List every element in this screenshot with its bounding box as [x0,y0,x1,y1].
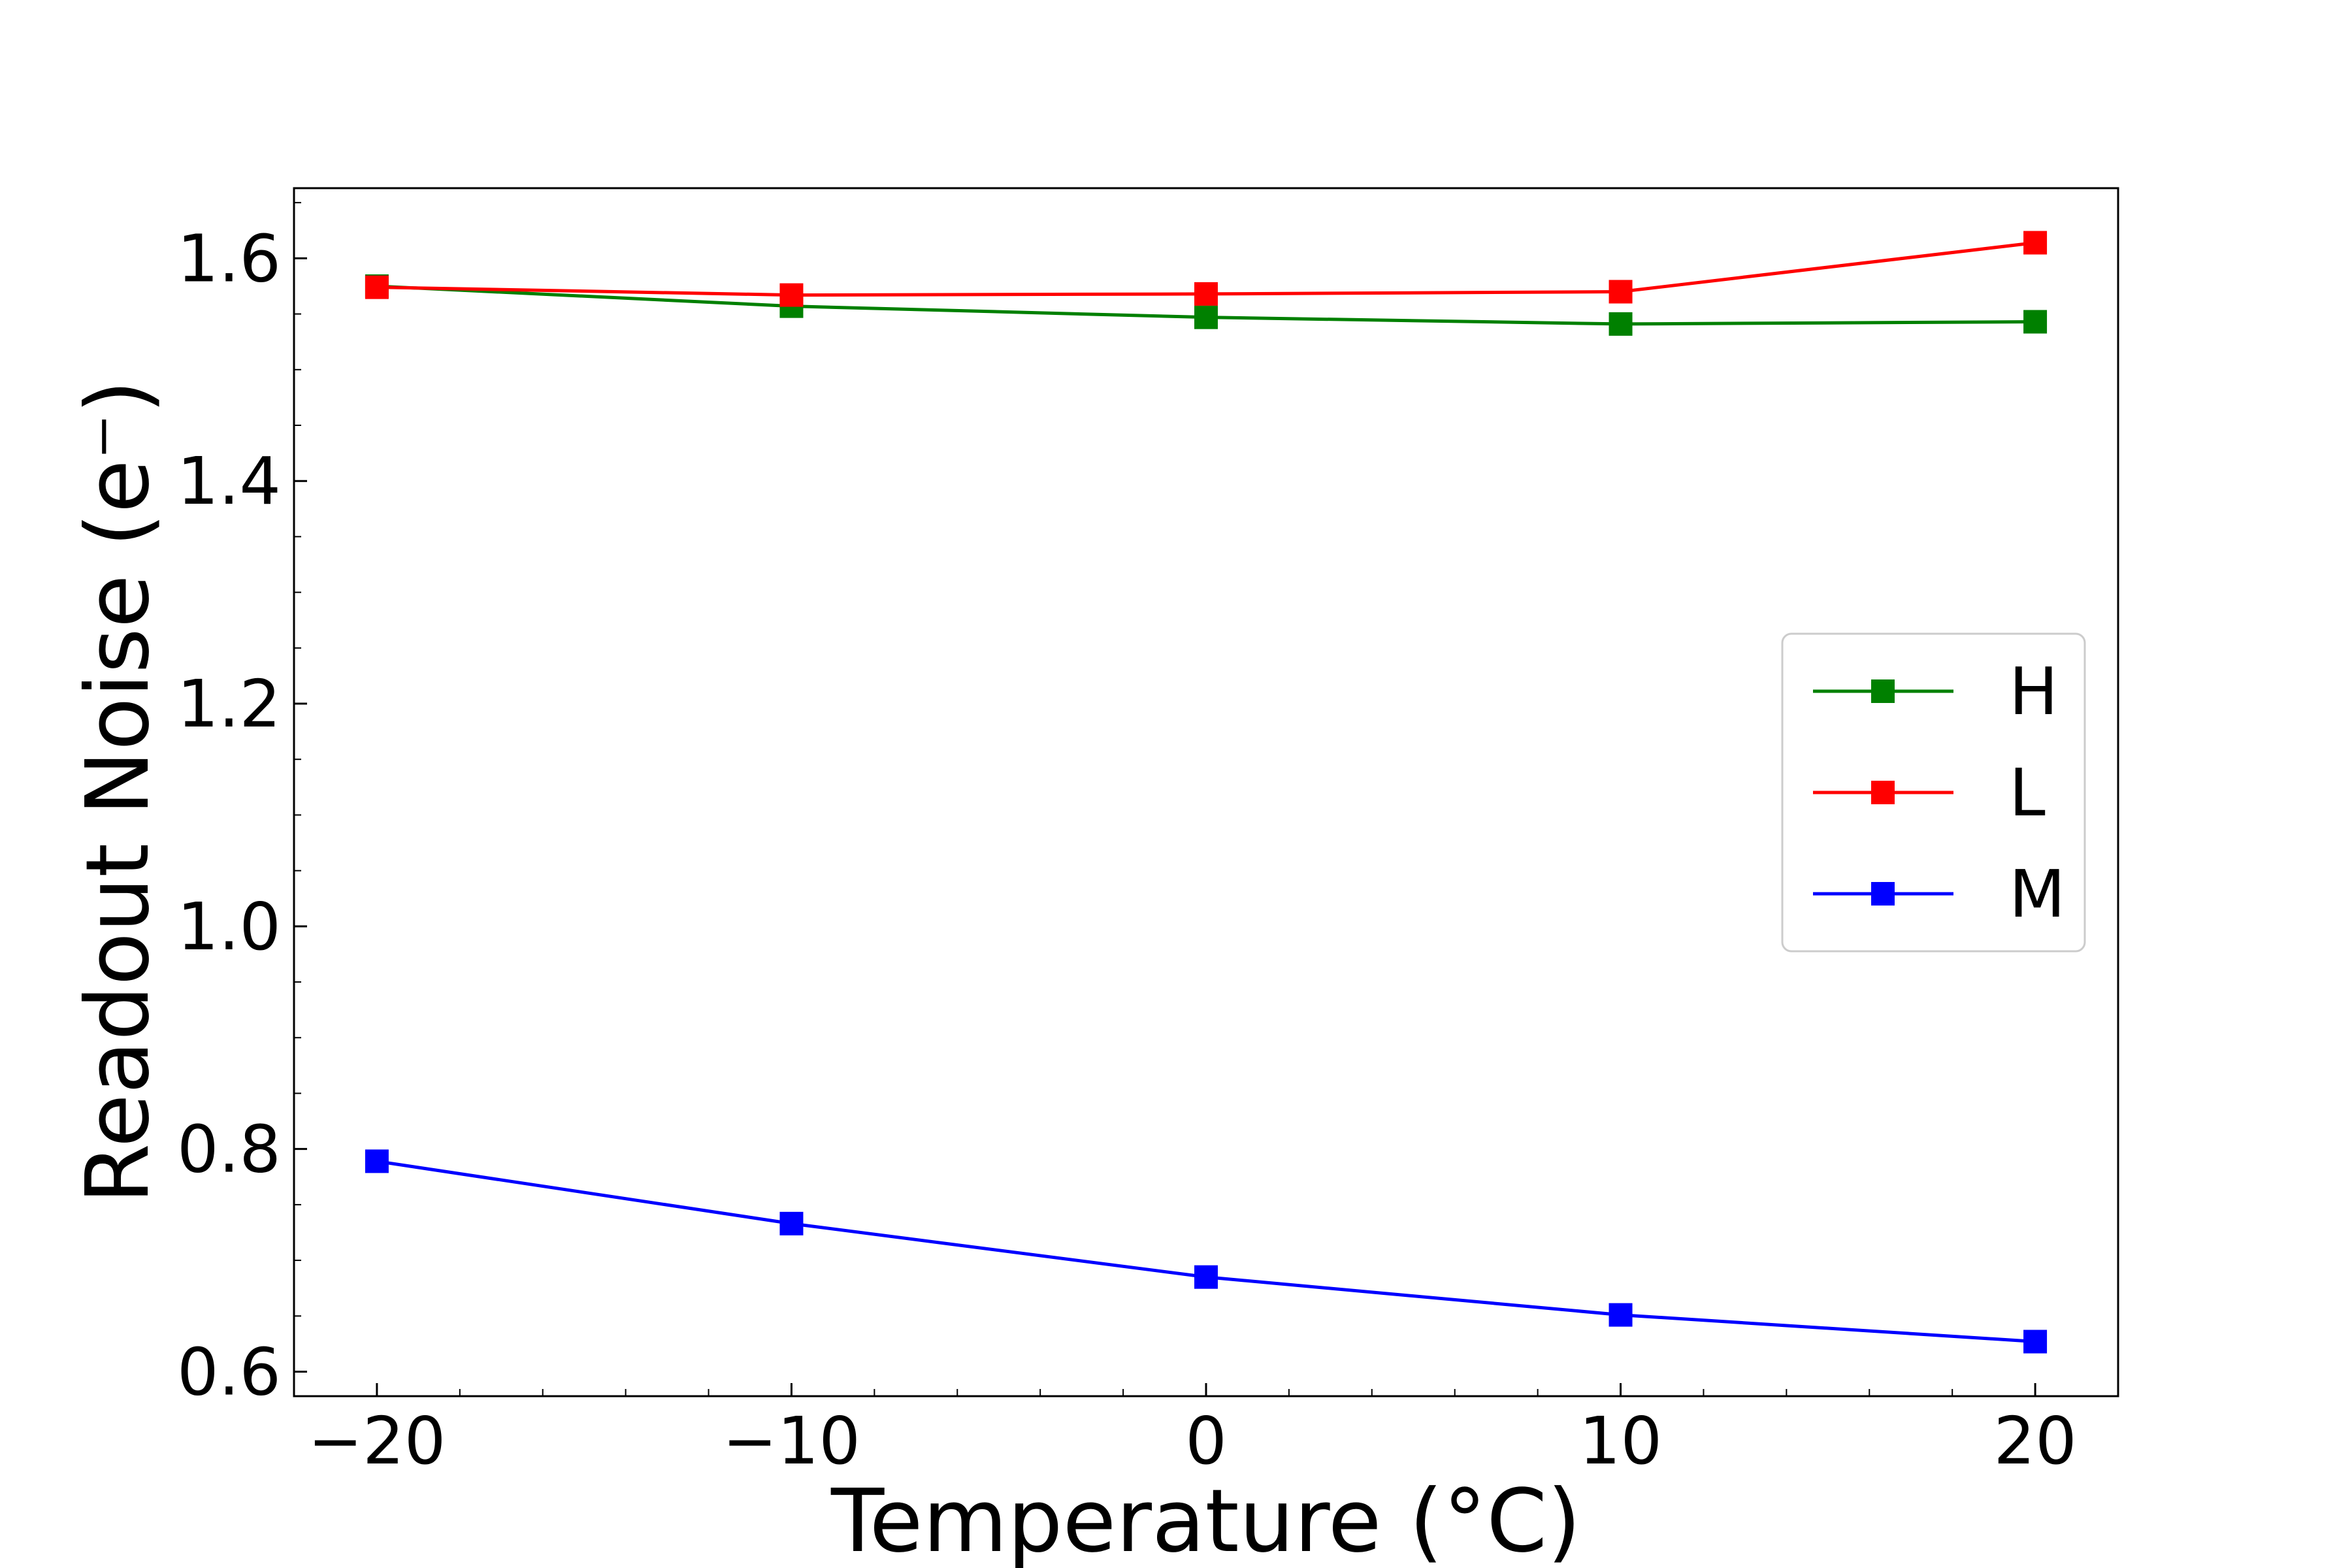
data-point-L [1194,282,1218,306]
y-tick-label: 0.6 [177,1334,281,1411]
y-axis-label: Readout Noise (e⁻) [68,380,169,1203]
data-point-L [1609,280,1633,304]
y-tick-label: 1.4 [177,443,281,519]
data-point-L [365,275,389,299]
x-axis-label: Temperature (°C) [830,1471,1581,1568]
series-markers [365,231,2048,1354]
data-point-M [2023,1330,2048,1354]
legend-marker-M [1871,882,1895,906]
x-tick-label: 10 [1579,1403,1662,1479]
y-tick-label: 1.2 [177,666,281,742]
data-point-L [2023,231,2048,255]
plot-frame [293,187,2119,1397]
legend-label: M [2009,856,2065,932]
axis-ticks [293,202,2119,1396]
legend-marker-H [1871,679,1895,703]
data-point-H [2023,310,2048,334]
data-point-H [1194,305,1218,329]
data-point-M [779,1211,804,1235]
data-point-M [1194,1265,1218,1289]
y-tick-label: 1.6 [177,220,281,297]
legend-label: L [2009,755,2046,831]
legend-marker-L [1871,781,1895,804]
data-point-L [779,283,804,307]
x-tick-label: 20 [1993,1403,2076,1479]
legend-label: H [2009,653,2058,730]
y-tick-label: 0.8 [177,1111,281,1188]
x-tick-label: −10 [723,1403,860,1479]
legend: HLM [1781,632,2086,953]
data-point-M [1609,1303,1633,1327]
tick-labels: −20 −10 0 10 20 0.6 0.8 1.0 1.2 1.4 1.6 [177,220,2077,1479]
x-tick-label: −20 [308,1403,446,1479]
data-point-M [365,1149,389,1173]
y-tick-label: 1.0 [177,889,281,965]
x-tick-label: 0 [1185,1403,1227,1479]
data-point-H [1609,312,1633,336]
